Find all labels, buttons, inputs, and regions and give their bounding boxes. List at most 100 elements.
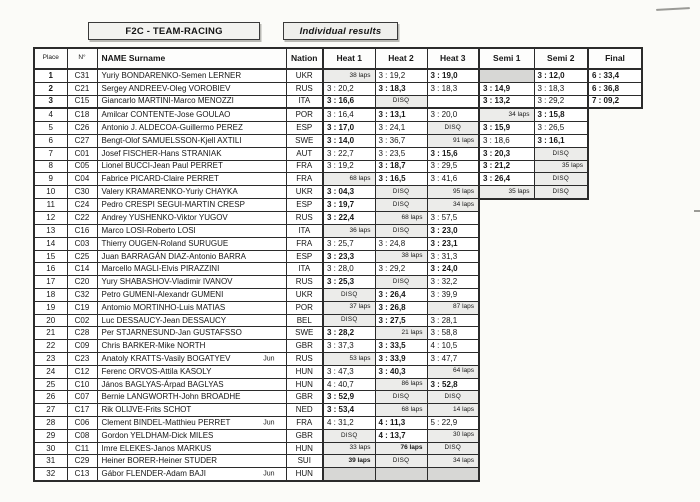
heat1-cell: 39 laps	[322, 454, 376, 469]
heat2-cell: 3 : 18,3	[374, 81, 428, 96]
team-name: Gábor FLENDER-Adam BAJI	[101, 469, 206, 479]
final-cell	[588, 237, 642, 250]
team-name: Petro GUMENI-Alexandr GUMENI	[101, 289, 224, 299]
semi1-cell	[479, 442, 534, 455]
nation-cell: AUT	[285, 146, 324, 161]
heat1-cell: 3 : 22,4	[322, 211, 376, 226]
nation-cell: RUS	[285, 211, 324, 226]
semi2-cell: 3 : 26,5	[533, 121, 589, 135]
semi1-cell: 34 laps	[478, 107, 535, 123]
competitor-number-cell: C29	[66, 454, 98, 469]
semi2-cell	[534, 237, 588, 250]
heat1-cell: 36 laps	[322, 224, 376, 238]
heat1-cell: 38 laps	[322, 68, 376, 83]
name-cell: Thierry OUGEN-Roland SURUGUE	[96, 236, 287, 251]
semi2-cell: 3 : 16,1	[533, 133, 589, 148]
nation-cell: FRA	[285, 159, 324, 174]
heat2-cell: DISQ	[374, 185, 428, 200]
column-header-n-: N°	[66, 47, 98, 70]
semi1-cell	[479, 404, 534, 417]
competitor-number-cell: C12	[66, 364, 98, 379]
team-name: Pedro CRESPI SEGUI-MARTIN CRESP	[101, 200, 245, 210]
table-row: 32 C13 Gábor FLENDER-Adam BAJI Jun HUN	[33, 467, 642, 483]
nation-cell: HUN	[285, 467, 324, 483]
place-cell: 14	[33, 236, 68, 251]
table-row: 12 C22 Andrey YUSHENKO-Viktor YUGOV RUS 3 : …	[33, 211, 642, 226]
semi2-cell: 3 : 12,0	[533, 68, 589, 83]
competitor-number-cell: C30	[66, 185, 98, 200]
heat3-cell: 3 : 47,7	[426, 352, 480, 366]
semi1-cell: 3 : 21,2	[478, 159, 535, 174]
semi1-cell	[479, 250, 534, 263]
team-name: Antomio MORTINHO-Luis MATIAS	[101, 302, 226, 312]
nation-cell: ITA	[285, 224, 324, 238]
nation-cell: RUS	[285, 352, 324, 366]
name-cell: Josef FISCHER-Hans STRANIAK	[96, 146, 287, 161]
final-cell	[588, 468, 642, 481]
header-row: Place N° NAME Surname Nation Heat 1 Heat 2 Hea…	[33, 47, 643, 70]
heat3-cell: 91 laps	[426, 133, 480, 148]
column-header-final: Final	[587, 47, 643, 70]
column-header-place: Place	[33, 47, 68, 70]
heat1-cell: DISQ	[322, 428, 376, 443]
heat2-cell: 21 laps	[374, 326, 428, 341]
semi2-cell	[534, 199, 588, 212]
nation-cell: SUI	[285, 454, 324, 469]
name-cell: Antonio J. ALDECOA-Guillermo PEREZ	[96, 121, 287, 135]
competitor-number-cell: C20	[66, 275, 98, 290]
heat2-cell: 3 : 16,5	[374, 172, 428, 187]
heat1-cell: 3 : 37,3	[322, 339, 376, 354]
event-class-title: F2C - TEAM-RACING	[88, 22, 260, 40]
semi2-cell	[534, 314, 588, 327]
heat3-cell: 3 : 39,9	[426, 288, 480, 302]
heat2-cell: 4 : 13,7	[374, 428, 428, 443]
final-cell	[588, 134, 642, 147]
table-row: 1 C31 Yuriy BONDARENKO-Semen LERNER UKR 38 l…	[33, 68, 643, 83]
table-row: 9 C04 Fabrice PICARD-Claire PERRET FRA 68 la…	[33, 172, 642, 187]
scan-artifact	[694, 210, 700, 212]
semi1-cell	[479, 289, 534, 302]
place-cell: 17	[33, 275, 68, 290]
place-cell: 15	[33, 249, 68, 264]
table-row: 21 C28 Per STJARNESUND-Jan GUSTAFSSO SWE 3 :…	[33, 326, 642, 341]
heat3-cell: 3 : 18,3	[426, 81, 480, 96]
place-cell: 9	[33, 172, 68, 187]
name-cell: Petro GUMENI-Alexandr GUMENI	[96, 288, 287, 302]
name-cell: Valery KRAMARENKO-Yuriy CHAYKA	[96, 185, 287, 200]
heat1-cell: 3 : 22,7	[322, 146, 376, 161]
table-row: 30 C11 Imre ELEKES-Janos MARKUS HUN 33 laps 7…	[33, 441, 642, 456]
place-cell: 5	[33, 121, 68, 135]
heat2-cell: 3 : 29,2	[374, 262, 428, 277]
nation-cell: FRA	[285, 172, 324, 187]
name-cell: Yuriy BONDARENKO-Semen LERNER	[96, 68, 287, 83]
team-name: Clement BINDEL-Matthieu PERRET	[101, 417, 231, 427]
table-row: 20 C02 Luc DESSAUCY-Jean DESSAUCY BEL DISQ 3 …	[33, 313, 642, 328]
nation-cell: HUN	[285, 441, 324, 456]
semi2-cell	[534, 417, 588, 430]
semi1-cell	[479, 301, 534, 314]
nation-cell: GBR	[285, 339, 324, 354]
column-header-semi-1: Semi 1	[478, 47, 535, 70]
final-cell	[588, 404, 642, 417]
semi2-cell	[534, 225, 588, 238]
name-cell: Giancarlo MARTINI-Marco MENOZZI	[96, 94, 287, 110]
team-name: Bernie LANGWORTH-John BROADHE	[101, 392, 241, 402]
name-cell: Bengt-Olof SAMUELSSON-Kjell AXTILI	[96, 133, 287, 148]
nation-cell: NED	[285, 403, 324, 418]
table-row: 22 C09 Chris BARKER-Mike NORTH GBR 3 : 37,3 3…	[33, 339, 642, 354]
place-cell: 20	[33, 313, 68, 328]
semi1-cell	[479, 455, 534, 468]
semi2-cell: DISQ	[533, 185, 589, 200]
heat1-cell: 3 : 23,3	[322, 249, 376, 264]
name-cell: Clement BINDEL-Matthieu PERRET Jun	[96, 416, 287, 430]
place-cell: 4	[33, 107, 68, 123]
heat1-cell: 4 : 31,2	[322, 416, 376, 430]
team-name: Yury SHABASHOV-Vladimir IVANOV	[101, 277, 233, 287]
heat3-cell: 3 : 24,0	[426, 262, 480, 277]
competitor-number-cell: C18	[66, 107, 98, 123]
semi2-cell	[534, 404, 588, 417]
team-name: Andrey YUSHENKO-Viktor YUGOV	[101, 213, 228, 223]
heat3-cell: 87 laps	[426, 300, 480, 315]
semi2-cell	[534, 263, 588, 276]
name-cell: Rik OLIJVE-Frits SCHOT	[96, 403, 287, 418]
